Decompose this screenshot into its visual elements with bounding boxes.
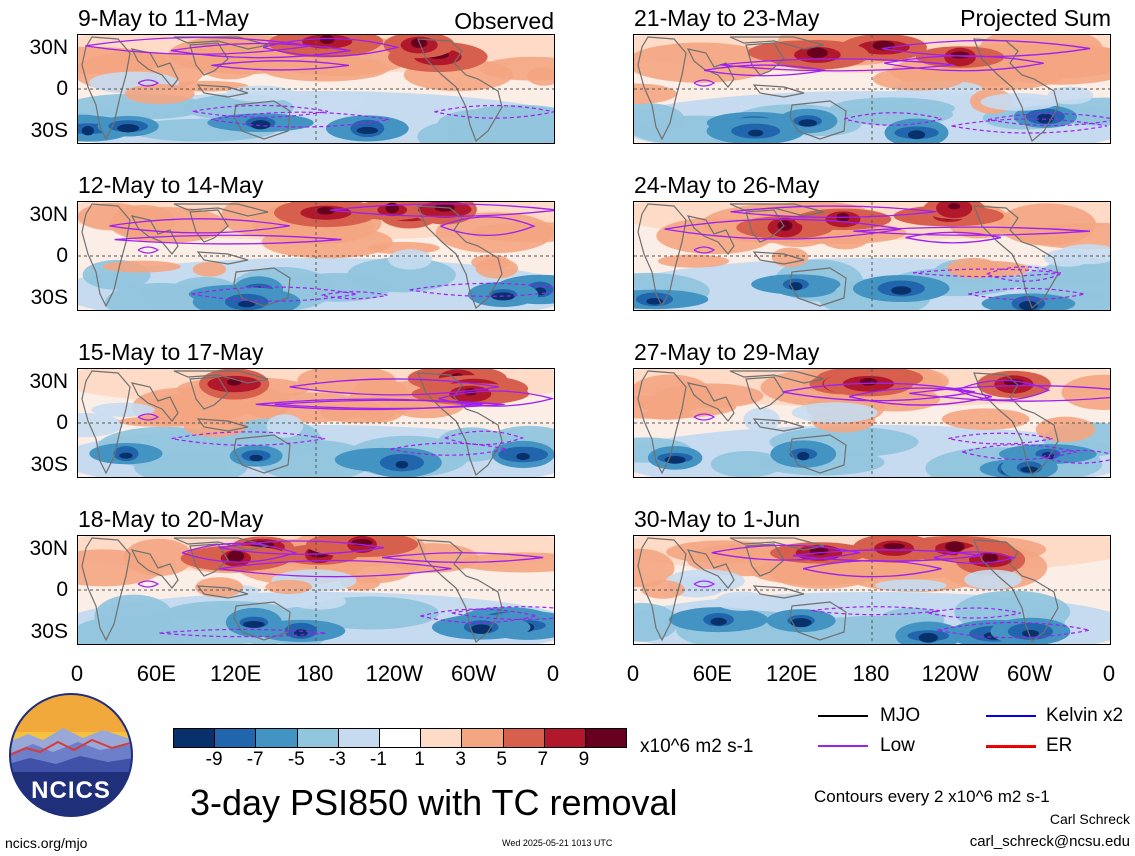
footer-email: carl_schreck@ncsu.edu [969,833,1130,850]
colorbar-tick: -1 [370,749,387,770]
colorbar-tick: 7 [537,749,549,770]
colorbar-units: x10^6 m2 s-1 [640,736,754,757]
colorbar-swatch [421,729,463,747]
map-panel-r3 [633,368,1111,478]
legend-label-low: Low [880,735,915,756]
colorbar-swatch [297,729,339,747]
map-panel-l3 [77,368,555,478]
lon-label: 120W [921,661,980,686]
footer-author: Carl Schreck [1049,811,1130,827]
lon-label: 180 [296,661,334,686]
lat-label: 30S [30,453,68,476]
colorbar-swatch [174,729,216,747]
legend-line-er [986,745,1036,748]
map-panel-r1 [633,34,1111,144]
colorbar-swatch [379,729,422,747]
colorbar-swatch [462,729,504,747]
lat-label: 0 [56,244,68,267]
panel-title-r4: 30-May to 1-Jun [634,506,801,532]
main-title: 3-day PSI850 with TC removal [190,782,678,823]
panel-title-l3: 15-May to 17-May [78,339,264,365]
panel-tag-observed: Observed [454,8,554,34]
colorbar-swatch [256,729,298,747]
footer-timestamp: Wed 2025-05-21 1013 UTC [502,838,613,848]
lat-label: 0 [56,77,68,100]
map-panel-l2 [77,201,555,311]
colorbar-swatch [585,729,627,747]
lat-label: 30S [30,119,68,142]
lat-label: 30S [30,620,68,643]
legend-label-er: ER [1046,735,1073,756]
colorbar-tick: -7 [246,749,264,770]
lat-label: 30N [29,36,68,59]
map-panel-l4 [77,535,555,645]
colorbar-swatch [338,729,380,747]
lon-label: 120E [209,661,262,686]
colorbar-tick: -9 [205,749,223,770]
colorbar-tick: -3 [328,749,346,770]
colorbar-tick: -5 [287,749,305,770]
colorbar [173,728,627,748]
colorbar-swatch [215,729,257,747]
lat-label: 30N [29,370,68,393]
legend-line-kelvin [986,715,1036,717]
lon-label: 0 [70,661,84,686]
lat-label: 30N [29,537,68,560]
lat-label: 0 [56,411,68,434]
lon-label: 120E [765,661,818,686]
panel-title-l2: 12-May to 14-May [78,172,264,198]
map-panel-l1 [77,34,555,144]
lat-label: 30S [30,286,68,309]
logo-text: NCICS [31,777,111,804]
panel-title-r1: 21-May to 23-May [634,5,820,31]
colorbar-tick: 3 [455,749,466,770]
panel-title-r2: 24-May to 26-May [634,172,820,198]
legend-label-kelvin: Kelvin x2 [1046,705,1124,726]
panel-title-l4: 18-May to 20-May [78,506,264,532]
contours-note: Contours every 2 x10^6 m2 s-1 [814,787,1050,806]
legend-line-mjo [818,715,868,717]
lon-label: 60E [692,661,732,686]
lat-label: 30N [29,203,68,226]
lon-label: 60W [451,661,497,686]
legend-label-mjo: MJO [880,705,921,726]
colorbar-tick: 9 [578,749,590,770]
lat-label: 0 [56,578,68,601]
legend-line-low [818,745,868,747]
lon-label: 0 [1102,661,1116,686]
panel-title-l1: 9-May to 11-May [78,5,249,31]
panel-tag-projected: Projected Sum [960,5,1111,31]
colorbar-swatch [503,729,545,747]
lon-label: 0 [626,661,640,686]
colorbar-tick: 5 [496,749,507,770]
map-panel-r2 [633,201,1111,311]
colorbar-tick: 1 [414,749,425,770]
colorbar-swatch [544,729,586,747]
lon-label: 120W [365,661,424,686]
lon-label: 60W [1007,661,1053,686]
map-panel-r4 [633,535,1111,645]
panel-title-r3: 27-May to 29-May [634,339,820,365]
footer-url: ncics.org/mjo [5,835,88,851]
lon-label: 60E [136,661,176,686]
lon-label: 0 [546,661,560,686]
ncics-logo: NCICS [8,692,134,818]
lon-label: 180 [852,661,890,686]
